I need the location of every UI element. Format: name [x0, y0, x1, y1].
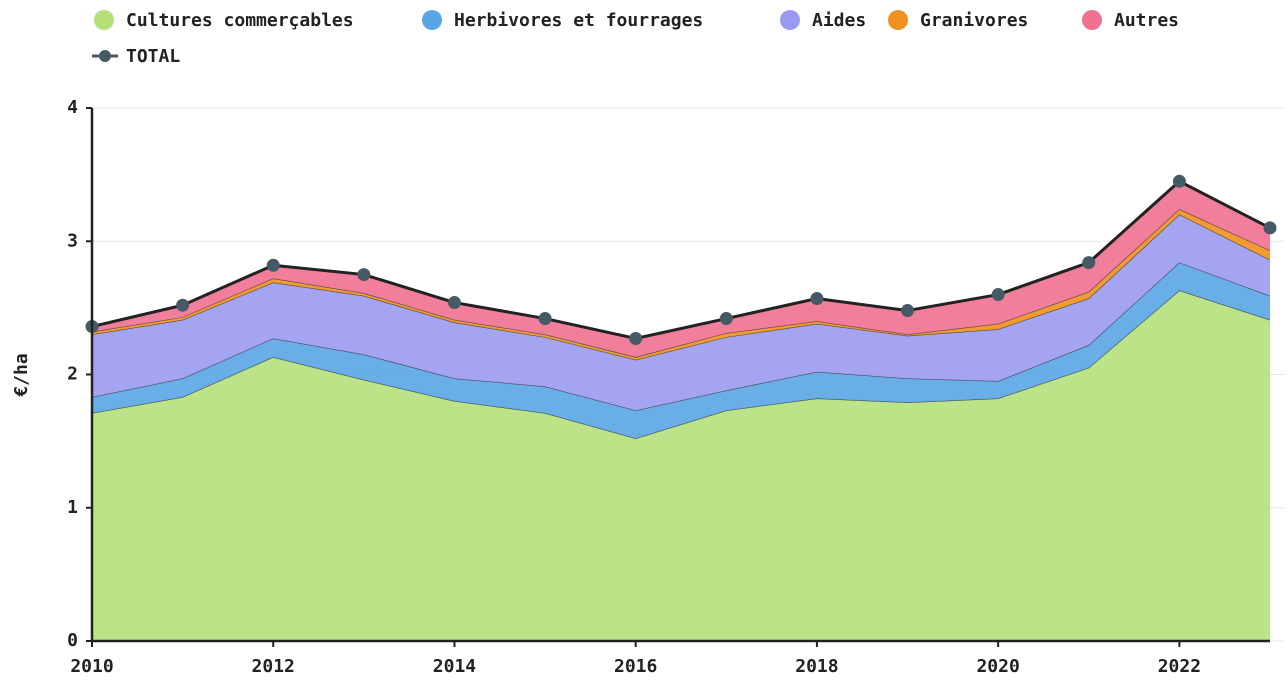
total-point [629, 332, 643, 346]
legend-marker [780, 10, 800, 30]
total-point [1263, 221, 1277, 235]
x-tick-label: 2016 [614, 656, 657, 677]
legend-label: Autres [1114, 10, 1179, 31]
total-point [901, 304, 915, 318]
legend-marker [94, 10, 114, 30]
legend-marker [422, 10, 442, 30]
total-point [1172, 174, 1186, 188]
total-point [538, 312, 552, 326]
total-point [447, 296, 461, 310]
y-tick-label: 2 [67, 364, 78, 385]
legend-label: TOTAL [126, 46, 180, 67]
y-axis-label: €/ha [11, 353, 32, 396]
legend-label: Aides [812, 10, 866, 31]
x-tick-label: 2018 [795, 656, 838, 677]
total-point [357, 268, 371, 282]
y-tick-label: 3 [67, 230, 78, 251]
area [92, 181, 1270, 358]
area [92, 262, 1270, 439]
area [92, 214, 1270, 411]
total-point [810, 292, 824, 306]
y-tick-label: 4 [67, 97, 78, 118]
total-point [991, 288, 1005, 302]
x-tick-label: 2020 [976, 656, 1019, 677]
area-edge [91, 261, 1271, 411]
legend-label: Granivores [920, 10, 1028, 31]
total-line [91, 179, 1271, 341]
x-tick-label: 2014 [433, 656, 477, 677]
total-point [266, 258, 280, 272]
legend-label: Herbivores et fourrages [454, 10, 703, 31]
x-tick-label: 2010 [70, 656, 113, 677]
total-point [1082, 256, 1096, 270]
legend-label: Cultures commerçables [126, 10, 354, 31]
x-tick-label: 2012 [252, 656, 295, 677]
legend-marker [99, 50, 111, 62]
area [92, 290, 1270, 641]
x-tick-label: 2022 [1158, 656, 1201, 677]
y-tick-label: 0 [67, 630, 78, 651]
total-point [719, 312, 733, 326]
total-point [176, 298, 190, 312]
y-tick-label: 1 [67, 497, 78, 518]
legend-marker [1082, 10, 1102, 30]
legend-marker [888, 10, 908, 30]
